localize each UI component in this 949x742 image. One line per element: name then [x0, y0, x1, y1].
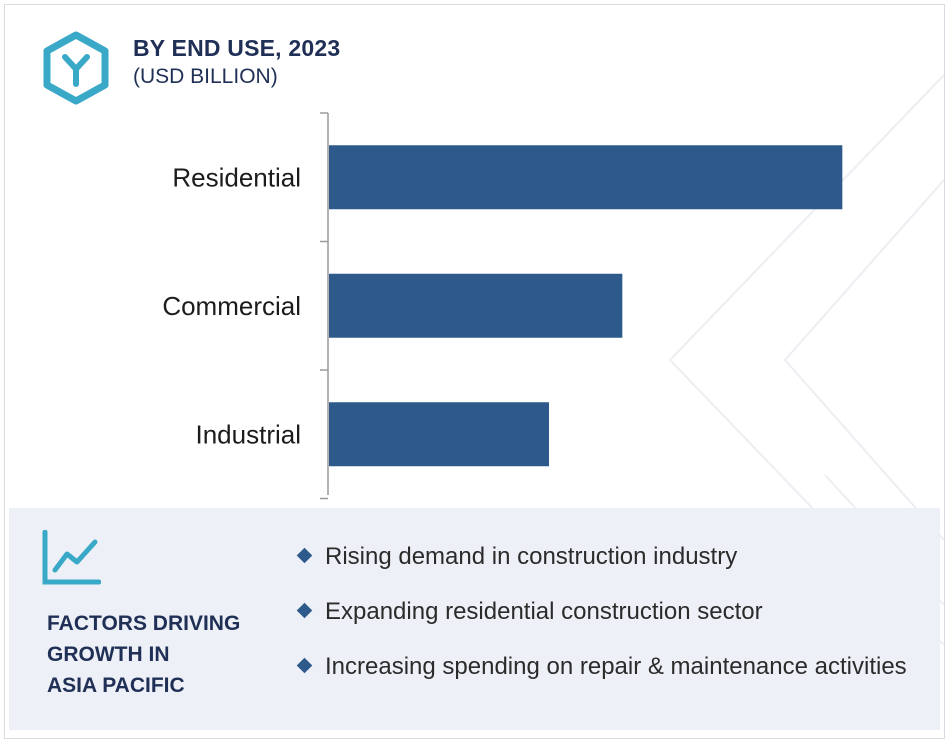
- bar-chart: Residential Commercial Industrial: [162, 112, 843, 500]
- diamond-bullet-icon: [296, 547, 313, 564]
- factors-title: FACTORS DRIVING GROWTH IN ASIA PACIFIC: [47, 608, 277, 701]
- diamond-bullet-icon: [296, 602, 313, 619]
- bar-residential: [329, 145, 843, 210]
- hexagon-y-logo-icon: [43, 31, 109, 105]
- infographic-card: BY END USE, 2023 (USD BILLION) Residenti…: [4, 4, 945, 739]
- chart-subtitle: (USD BILLION): [133, 65, 278, 88]
- category-label-residential: Residential: [172, 162, 301, 192]
- factors-title-line: ASIA PACIFIC: [47, 674, 185, 697]
- bar-industrial: [329, 402, 549, 467]
- factors-title-line: GROWTH IN: [47, 643, 170, 666]
- chart-title: BY END USE, 2023: [133, 35, 341, 61]
- factor-item: Increasing spending on repair & maintena…: [296, 650, 917, 684]
- factor-item-text: Expanding residential construction secto…: [325, 598, 763, 625]
- factors-list: Rising demand in construction industry E…: [296, 540, 917, 705]
- diamond-bullet-icon: [296, 657, 313, 674]
- factor-item: Expanding residential construction secto…: [296, 595, 917, 629]
- category-label-industrial: Industrial: [196, 419, 302, 449]
- category-label-commercial: Commercial: [162, 291, 301, 321]
- line-chart-trend-icon: [42, 530, 101, 585]
- factors-title-line: FACTORS DRIVING: [47, 612, 241, 635]
- factors-panel: FACTORS DRIVING GROWTH IN ASIA PACIFIC R…: [9, 508, 940, 730]
- factor-item: Rising demand in construction industry: [296, 540, 917, 574]
- factor-item-text: Increasing spending on repair & maintena…: [325, 653, 907, 680]
- bar-commercial: [329, 273, 623, 338]
- factor-item-text: Rising demand in construction industry: [325, 543, 738, 570]
